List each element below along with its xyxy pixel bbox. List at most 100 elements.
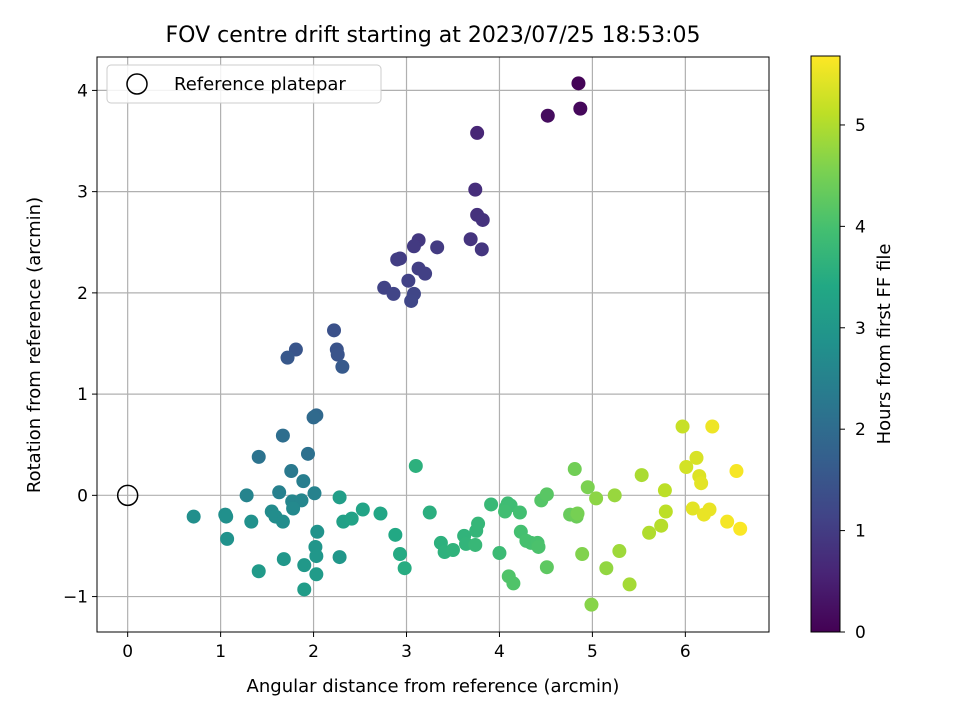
scatter-point xyxy=(571,76,586,91)
scatter-point xyxy=(512,505,527,520)
scatter-point xyxy=(332,490,347,505)
scatter-point xyxy=(406,239,421,254)
scatter-point xyxy=(296,474,311,489)
scatter-point xyxy=(272,485,287,500)
scatter-point xyxy=(297,582,312,597)
scatter-point xyxy=(654,518,669,533)
scatter-point xyxy=(540,108,555,123)
scatter-point xyxy=(445,543,460,558)
scatter-point xyxy=(335,359,350,374)
scatter-point xyxy=(327,323,342,338)
scatter-point xyxy=(580,480,595,495)
scatter-point xyxy=(679,459,694,474)
scatter-points xyxy=(186,76,748,612)
scatter-point xyxy=(309,549,324,564)
x-tick-label: 2 xyxy=(308,642,319,662)
scatter-point xyxy=(492,546,507,561)
scatter-point xyxy=(430,240,445,255)
scatter-point xyxy=(300,446,315,461)
reference-platepar-marker xyxy=(116,484,139,507)
scatter-point xyxy=(575,547,590,562)
scatter-point xyxy=(657,483,672,498)
scatter-point xyxy=(634,468,649,483)
legend-marker-reference-icon xyxy=(126,73,148,95)
scatter-point xyxy=(297,558,312,573)
y-tick-label: −1 xyxy=(63,588,88,608)
scatter-point xyxy=(474,242,489,257)
scatter-point xyxy=(401,273,416,288)
scatter-point xyxy=(219,509,234,524)
scatter-point xyxy=(570,506,585,521)
chart-title: FOV centre drift starting at 2023/07/25 … xyxy=(166,23,701,48)
scatter-point xyxy=(332,550,347,565)
grid xyxy=(97,57,769,632)
scatter-point xyxy=(275,428,290,443)
x-tick-label: 4 xyxy=(494,642,505,662)
scatter-point xyxy=(393,547,408,562)
scatter-point xyxy=(239,488,254,503)
y-axis-label: Rotation from reference (arcmin) xyxy=(24,197,45,493)
scatter-point xyxy=(309,567,324,582)
scatter-point xyxy=(733,521,748,536)
scatter-point xyxy=(276,552,291,567)
scatter-point xyxy=(539,487,554,502)
y-tick-label: 2 xyxy=(77,284,88,304)
colorbar-ticks: 0 1 2 3 4 5 xyxy=(840,116,866,643)
scatter-point xyxy=(685,501,700,516)
scatter-point xyxy=(702,502,717,517)
scatter-point xyxy=(408,458,423,473)
y-tick-label: 4 xyxy=(77,81,88,101)
scatter-point xyxy=(539,560,554,575)
scatter-point xyxy=(675,419,690,434)
scatter-point xyxy=(589,491,604,506)
scatter-point xyxy=(463,232,478,247)
scatter-point xyxy=(330,347,345,362)
legend-label-reference: Reference platepar xyxy=(174,74,346,95)
scatter-point xyxy=(584,597,599,612)
scatter-point xyxy=(471,516,486,531)
scatter-point xyxy=(531,539,546,554)
scatter-point xyxy=(475,212,490,227)
scatter-point xyxy=(470,125,485,140)
scatter-point xyxy=(622,577,637,592)
scatter-point xyxy=(244,514,259,529)
scatter-point xyxy=(642,525,657,540)
scatter-point xyxy=(310,524,325,539)
scatter-point xyxy=(422,505,437,520)
scatter-point xyxy=(186,509,201,524)
scatter-point xyxy=(404,293,419,308)
y-tick-label: 1 xyxy=(77,385,88,405)
scatter-point xyxy=(506,576,521,591)
scatter-point xyxy=(284,464,299,479)
scatter-point xyxy=(307,486,322,501)
scatter-point xyxy=(220,531,235,546)
scatter-point xyxy=(498,504,513,519)
x-tick-label: 1 xyxy=(215,642,226,662)
legend: Reference platepar xyxy=(106,64,382,104)
colorbar-tick-label: 4 xyxy=(855,217,866,237)
colorbar-gradient xyxy=(810,55,841,633)
scatter-point xyxy=(390,252,405,267)
x-tick-label: 3 xyxy=(401,642,412,662)
scatter-point xyxy=(567,462,582,477)
y-tick-label: 0 xyxy=(77,486,88,506)
x-tick-label: 0 xyxy=(122,642,133,662)
scatter-point xyxy=(689,450,704,465)
scatter-point xyxy=(468,182,483,197)
colorbar-tick-label: 1 xyxy=(855,522,866,542)
legend-box xyxy=(106,64,382,104)
scatter-point xyxy=(373,506,388,521)
scatter-point xyxy=(705,419,720,434)
colorbar-tick-label: 2 xyxy=(855,420,866,440)
scatter-point xyxy=(280,350,295,365)
scatter-point xyxy=(729,464,744,479)
y-axis-ticks: −1 0 1 2 3 4 xyxy=(63,81,97,608)
scatter-point xyxy=(388,527,403,542)
x-axis-ticks: 0 1 2 3 4 5 6 xyxy=(122,632,691,662)
scatter-point xyxy=(251,564,266,579)
colorbar-tick-label: 0 xyxy=(855,623,866,643)
scatter-point xyxy=(599,561,614,576)
scatter-point xyxy=(344,511,359,526)
scatter-point xyxy=(386,286,401,301)
